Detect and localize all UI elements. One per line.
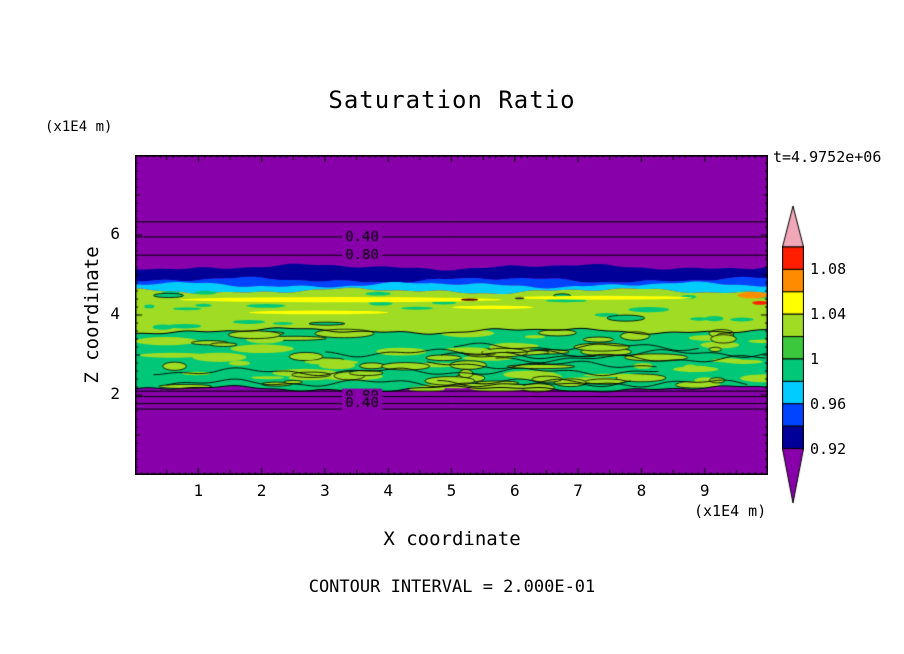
x-tick-label: 8 (636, 481, 647, 500)
contour-interval-note: CONTOUR INTERVAL = 2.000E-01 (308, 577, 596, 597)
x-tick-label: 9 (699, 481, 710, 500)
colorbar-tick-label: 0.92 (810, 439, 847, 458)
colorbar-tick-label: 1.08 (810, 260, 847, 279)
x-tick-label: 3 (320, 481, 330, 500)
colorbar-tick-label: 1.04 (810, 305, 847, 324)
x-axis-unit-label: (x1E4 m) (694, 502, 767, 520)
chart-title: Saturation Ratio (328, 86, 576, 114)
contour-plot-canvas (135, 155, 768, 475)
x-tick-label: 5 (446, 481, 457, 500)
colorbar-canvas (782, 205, 804, 505)
time-annotation: t=4.9752e+06 (773, 148, 882, 166)
x-tick-label: 7 (573, 481, 583, 500)
colorbar-tick-label: 1 (810, 350, 820, 368)
x-tick-label: 1 (193, 481, 204, 500)
x-axis-title: X coordinate (383, 528, 521, 550)
z-tick-label: 4 (110, 304, 120, 323)
z-tick-label: 6 (110, 224, 120, 243)
z-tick-label: 2 (110, 384, 120, 403)
x-tick-label: 4 (383, 481, 393, 500)
z-axis-unit-label: (x1E4 m) (45, 119, 113, 135)
x-tick-label: 6 (509, 481, 520, 500)
x-tick-label: 2 (256, 481, 267, 500)
colorbar-tick-label: 0.96 (810, 394, 847, 413)
